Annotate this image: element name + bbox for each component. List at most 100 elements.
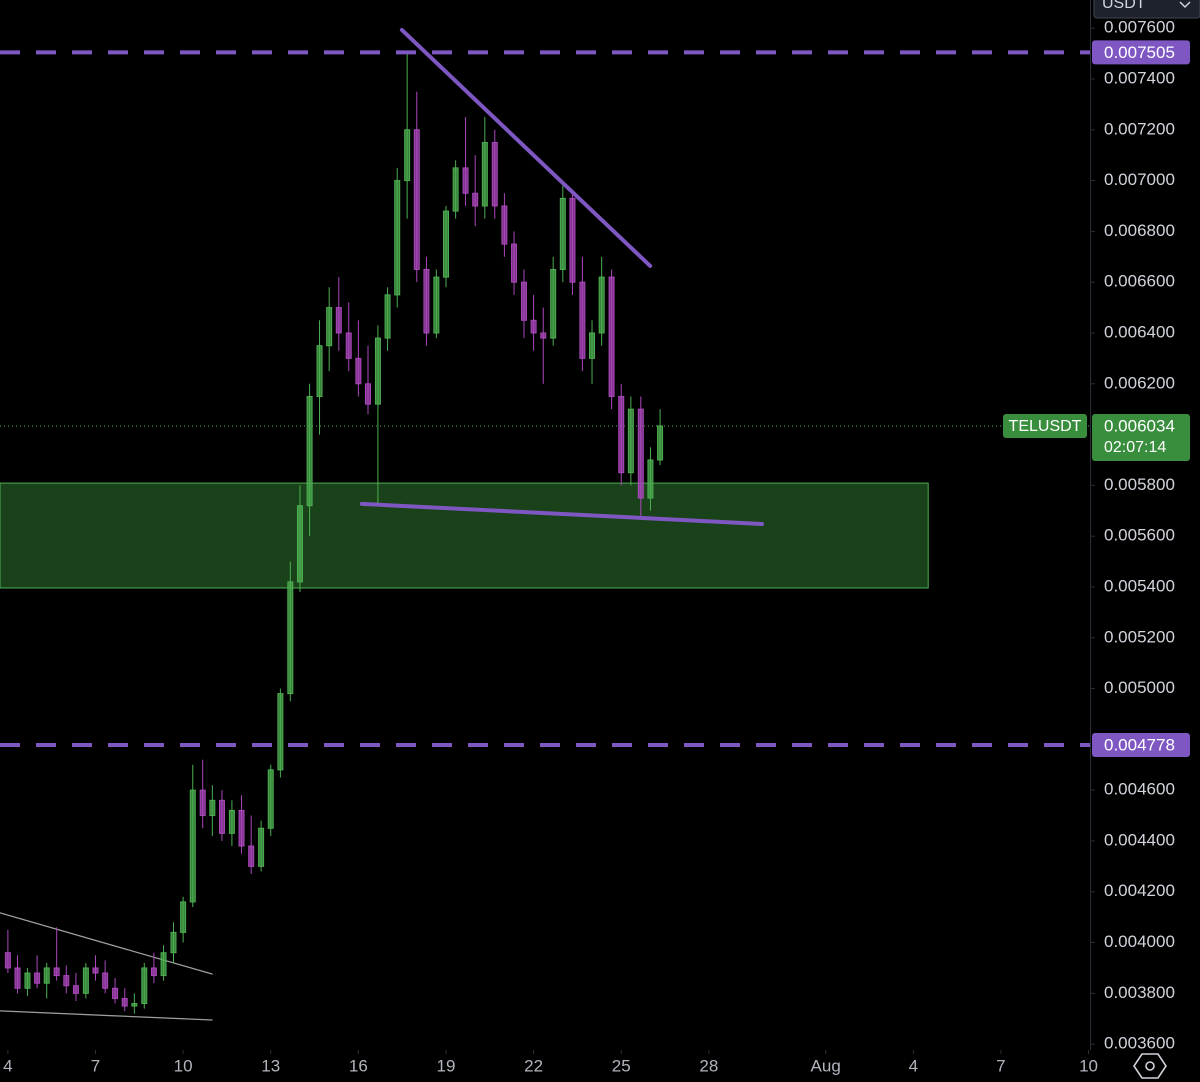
settings-icon-center[interactable] [1145, 1061, 1155, 1071]
candle-body [598, 276, 605, 334]
guide-line [0, 912, 213, 975]
candle-body [218, 799, 225, 834]
y-tick-label: 0.005200 [1104, 627, 1175, 646]
candle-body [43, 967, 50, 984]
candle-body [413, 129, 420, 270]
candle-body [170, 931, 177, 954]
x-tick-label: 22 [524, 1056, 543, 1075]
candle-body [189, 789, 196, 903]
candle-body [491, 141, 498, 207]
x-tick-label: 16 [349, 1056, 368, 1075]
trend-line [359, 501, 765, 526]
y-tick-label: 0.006600 [1104, 272, 1175, 291]
countdown-label: 02:07:14 [1104, 439, 1166, 456]
y-tick-label: 0.007000 [1104, 170, 1175, 189]
y-tick-label: 0.006800 [1104, 221, 1175, 240]
candle-body [199, 789, 206, 817]
candle-body [384, 294, 391, 339]
candle-body [423, 268, 430, 334]
y-tick-label: 0.007200 [1104, 119, 1175, 138]
settings-icon[interactable] [1133, 1053, 1167, 1079]
candle-body [335, 307, 342, 334]
candle-body [530, 319, 537, 334]
chevron-icon[interactable] [1179, 1, 1191, 9]
y-tick-label: 0.005800 [1104, 475, 1175, 494]
candle-body [228, 809, 235, 834]
y-tick-label: 0.005600 [1104, 526, 1175, 545]
candle-body [316, 345, 323, 397]
last-price-tag [1092, 413, 1190, 461]
y-tick-label: 0.006200 [1104, 373, 1175, 392]
candle-body [24, 972, 31, 989]
candle-body [112, 987, 119, 999]
currency-box[interactable] [1093, 0, 1200, 19]
x-tick-label: 4 [909, 1056, 918, 1075]
candle-body [559, 197, 566, 270]
candle-body [82, 967, 89, 994]
candle-body [121, 997, 128, 1007]
price-level-tag [1092, 40, 1190, 65]
candle-body [550, 268, 557, 339]
x-tick-label: 25 [612, 1056, 631, 1075]
y-tick-label: 0.004000 [1104, 932, 1175, 951]
x-tick-label: 19 [437, 1056, 456, 1075]
x-tick-label: 7 [996, 1056, 1005, 1075]
price-axis-panel [1090, 0, 1200, 1050]
x-tick-label: 28 [699, 1056, 718, 1075]
y-tick-label: 0.005000 [1104, 678, 1175, 697]
candle-body [345, 332, 352, 359]
x-tick-label: 7 [91, 1056, 100, 1075]
y-tick-label: 0.007400 [1104, 68, 1175, 87]
candle-body [404, 129, 411, 182]
candle-body [53, 967, 60, 977]
candle-body [267, 769, 274, 829]
candle-body [209, 799, 216, 817]
candle-body [579, 281, 586, 359]
support-zone [0, 482, 929, 589]
candle-body [238, 809, 245, 847]
currency-selector[interactable]: USDT [1093, 0, 1200, 19]
candle-body [647, 459, 654, 499]
candle-body [472, 192, 479, 207]
candle-body [296, 505, 303, 583]
symbol-tag [1003, 413, 1087, 438]
x-tick-label: 10 [174, 1056, 193, 1075]
candle-body [326, 307, 333, 347]
candle-body [569, 197, 576, 283]
candle-body [365, 383, 372, 405]
candle-body [92, 967, 99, 974]
symbol-label: TELUSDT [1009, 418, 1082, 435]
guide-line [0, 1010, 213, 1021]
y-tick-label: 0.007600 [1104, 18, 1175, 37]
plot-area [0, 27, 1090, 1021]
candle-body [394, 180, 401, 296]
candle-body [150, 967, 157, 977]
candle-body [589, 332, 596, 359]
trend-line [399, 27, 653, 268]
y-tick-label: 0.005400 [1104, 576, 1175, 595]
x-tick-label: 10 [1079, 1056, 1098, 1075]
settings-button[interactable] [1133, 1053, 1167, 1079]
x-tick-label: Aug [811, 1056, 841, 1075]
x-tick-label: 4 [3, 1056, 12, 1075]
candle-body [277, 693, 284, 771]
y-tick-label: 0.003600 [1104, 1034, 1175, 1053]
candle-body [540, 332, 547, 339]
candle-body [618, 395, 625, 474]
candle-body [258, 827, 265, 867]
candle-body [481, 141, 488, 207]
candle-body [608, 276, 615, 397]
y-tick-label: 0.004400 [1104, 830, 1175, 849]
candle-body [306, 395, 313, 507]
candle-body [433, 276, 440, 334]
candle-body [102, 972, 109, 989]
candle-body [63, 975, 70, 987]
price-level-label: 0.007505 [1104, 43, 1175, 62]
candle-body [180, 901, 187, 933]
last-price-label: 0.006034 [1104, 416, 1175, 435]
candle-body [287, 581, 294, 695]
currency-label[interactable]: USDT [1102, 0, 1146, 12]
candle-body [442, 210, 449, 278]
